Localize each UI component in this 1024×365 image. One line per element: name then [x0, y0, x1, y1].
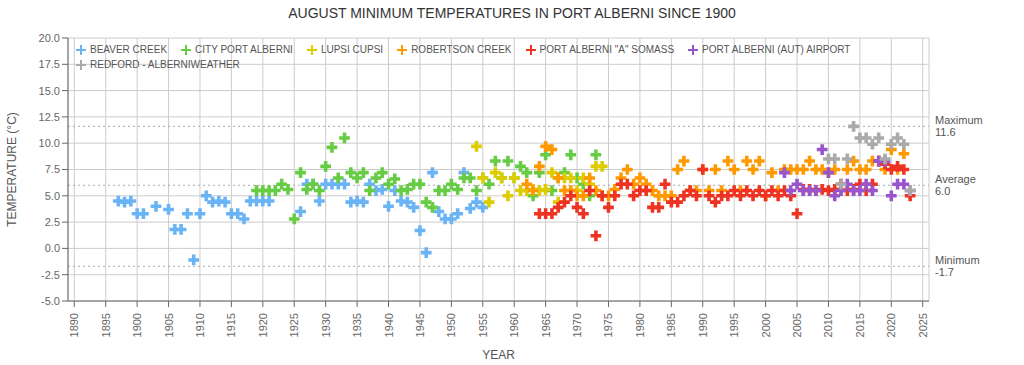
svg-text:1935: 1935	[351, 313, 363, 337]
svg-text:1950: 1950	[445, 313, 457, 337]
html-text:BEAVER CREEK: BEAVER CREEK	[90, 44, 168, 55]
svg-text:1920: 1920	[257, 313, 269, 337]
svg-text:-2.5: -2.5	[41, 269, 60, 281]
svg-text:1970: 1970	[571, 313, 583, 337]
svg-text:1945: 1945	[414, 313, 426, 337]
svg-text:0.0: 0.0	[45, 242, 60, 254]
svg-text:2000: 2000	[760, 313, 772, 337]
svg-text:Minimum-1.7: Minimum-1.7	[935, 254, 980, 278]
svg-text:2020: 2020	[885, 313, 897, 337]
html-text:CITY PORT ALBERNI: CITY PORT ALBERNI	[195, 44, 293, 55]
svg-text:1940: 1940	[383, 313, 395, 337]
svg-text:20.0: 20.0	[39, 32, 60, 44]
svg-text:12.5: 12.5	[39, 111, 60, 123]
svg-text:1915: 1915	[225, 313, 237, 337]
svg-text:1985: 1985	[665, 313, 677, 337]
svg-text:1910: 1910	[194, 313, 206, 337]
svg-text:1980: 1980	[634, 313, 646, 337]
svg-text:2005: 2005	[791, 313, 803, 337]
svg-text:-5.0: -5.0	[41, 295, 60, 307]
svg-text:YEAR: YEAR	[482, 348, 515, 362]
svg-text:2015: 2015	[854, 313, 866, 337]
svg-text:1900: 1900	[131, 313, 143, 337]
svg-text:17.5: 17.5	[39, 58, 60, 70]
svg-text:2010: 2010	[822, 313, 834, 337]
svg-text:7.5: 7.5	[45, 163, 60, 175]
html-text:PORT ALBERNI "A" SOMASS: PORT ALBERNI "A" SOMASS	[539, 44, 675, 55]
svg-text:1925: 1925	[288, 313, 300, 337]
svg-text:1930: 1930	[320, 313, 332, 337]
svg-text:1990: 1990	[697, 313, 709, 337]
svg-text:1905: 1905	[163, 313, 175, 337]
svg-text:1895: 1895	[100, 313, 112, 337]
svg-text:5.0: 5.0	[45, 190, 60, 202]
svg-text:10.0: 10.0	[39, 137, 60, 149]
svg-text:2025: 2025	[917, 313, 929, 337]
svg-text:Average6.0: Average6.0	[935, 173, 976, 197]
svg-text:1975: 1975	[602, 313, 614, 337]
html-text:LUPSI CUPSI: LUPSI CUPSI	[320, 44, 384, 55]
svg-text:1995: 1995	[728, 313, 740, 337]
svg-text:1890: 1890	[68, 313, 80, 337]
html-text:ROBERTSON CREEK: ROBERTSON CREEK	[411, 44, 512, 55]
html-text:PORT ALBERNI (AUT) AIRPORT: PORT ALBERNI (AUT) AIRPORT	[702, 44, 851, 55]
svg-text:15.0: 15.0	[39, 85, 60, 97]
svg-text:1955: 1955	[477, 313, 489, 337]
svg-text:Maximum11.6: Maximum11.6	[935, 114, 983, 138]
svg-text:2.5: 2.5	[45, 216, 60, 228]
html-text:AUGUST MINIMUM TEMPERATURES IN: AUGUST MINIMUM TEMPERATURES IN PORT ALBE…	[288, 5, 736, 21]
svg-text:1965: 1965	[540, 313, 552, 337]
svg-text:1960: 1960	[508, 313, 520, 337]
html-text:REDFORD - ALBERNIWEATHER: REDFORD - ALBERNIWEATHER	[90, 59, 240, 70]
svg-text:TEMPERATURE (°C): TEMPERATURE (°C)	[8, 112, 19, 227]
